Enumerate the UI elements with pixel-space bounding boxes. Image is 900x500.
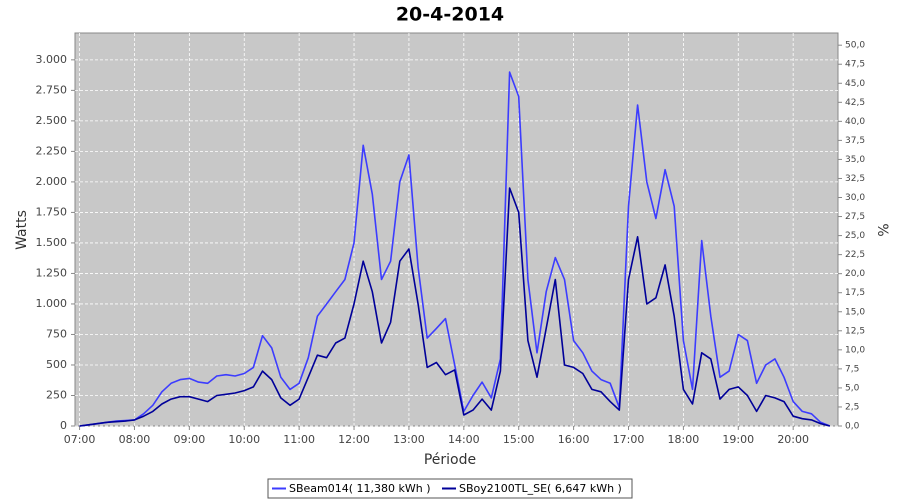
y2-tick-label: 40,0	[845, 117, 865, 127]
legend-label: SBoy2100TL_SE( 6,647 kWh )	[459, 482, 622, 495]
y2-axis-title: %	[874, 223, 890, 236]
y-axis-title: Watts	[14, 210, 30, 250]
x-tick-label: 20:00	[777, 433, 809, 446]
y-tick-label: 2.750	[36, 83, 68, 96]
x-tick-label: 10:00	[228, 433, 260, 446]
y2-tick-label: 25,0	[845, 231, 865, 241]
y2-tick-label: 37,5	[845, 136, 865, 146]
legend-label: SBeam014( 11,380 kWh )	[289, 482, 431, 495]
y2-tick-label: 5,0	[845, 383, 860, 393]
y-tick-label: 1.000	[36, 297, 68, 310]
y2-tick-label: 12,5	[845, 326, 865, 336]
y2-tick-label: 47,5	[845, 60, 865, 70]
y2-tick-label: 0,0	[845, 422, 860, 432]
x-tick-label: 13:00	[393, 433, 425, 446]
y2-tick-label: 45,0	[845, 79, 865, 89]
series-line	[79, 187, 831, 427]
x-tick-label: 18:00	[668, 433, 700, 446]
x-tick-label: 09:00	[174, 433, 206, 446]
y2-tick-label: 32,5	[845, 174, 865, 184]
y-tick-label: 1.500	[36, 236, 68, 249]
y-tick-label: 2.250	[36, 144, 68, 157]
x-tick-label: 16:00	[558, 433, 590, 446]
y-tick-label: 2.000	[36, 175, 68, 188]
y2-tick-label: 20,0	[845, 269, 865, 279]
x-tick-label: 07:00	[64, 433, 96, 446]
x-tick-label: 14:00	[448, 433, 480, 446]
y-tick-label: 750	[46, 327, 67, 340]
y2-tick-label: 15,0	[845, 307, 865, 317]
y2-tick-label: 2,5	[845, 402, 859, 412]
x-tick-label: 12:00	[338, 433, 370, 446]
x-tick-label: 19:00	[722, 433, 754, 446]
y2-tick-label: 7,5	[845, 364, 859, 374]
y2-tick-label: 42,5	[845, 98, 865, 108]
x-tick-label: 15:00	[503, 433, 535, 446]
y-tick-label: 500	[46, 358, 67, 371]
y2-tick-label: 27,5	[845, 212, 865, 222]
y2-tick-label: 30,0	[845, 193, 865, 203]
x-axis-title: Période	[424, 452, 476, 468]
y-tick-label: 1.750	[36, 205, 68, 218]
chart-title: 20-4-2014	[396, 4, 504, 26]
y2-tick-label: 50,0	[845, 41, 865, 51]
y-tick-label: 0	[60, 419, 67, 432]
y2-tick-label: 17,5	[845, 288, 865, 298]
series-line	[79, 71, 831, 427]
x-tick-label: 17:00	[613, 433, 645, 446]
y2-tick-label: 35,0	[845, 155, 865, 165]
x-tick-label: 11:00	[283, 433, 315, 446]
y-tick-label: 3.000	[36, 53, 68, 66]
x-tick-label: 08:00	[119, 433, 151, 446]
y-tick-label: 250	[46, 388, 67, 401]
y-tick-label: 1.250	[36, 266, 68, 279]
y2-tick-label: 22,5	[845, 250, 865, 260]
y2-tick-label: 10,0	[845, 345, 865, 355]
y-tick-label: 2.500	[36, 114, 68, 127]
